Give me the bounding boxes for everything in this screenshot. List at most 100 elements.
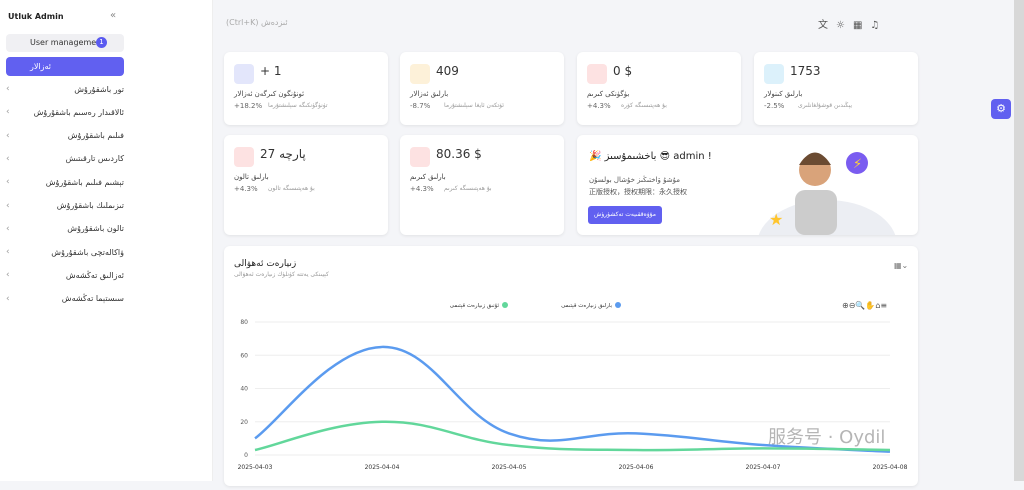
menu-label: تېشىم فىلىم باشقۇرۇش <box>45 177 124 187</box>
welcome-line: مۇشۇ ۋاختىڭىز خۇشال بولسۇن <box>589 176 680 184</box>
toolbar-icons[interactable]: 文☼▦♫ <box>818 20 888 31</box>
card-note: بۇ ھەپتىسىگە كۆرە <box>621 102 667 109</box>
card-label: بۈگۈنكى كىرىم <box>587 90 630 98</box>
chevron: › <box>6 270 10 281</box>
app-title: Utluk Admin <box>8 12 64 21</box>
chevron: › <box>6 177 10 188</box>
license: 正版授权，授权期限：永久授权 <box>589 188 687 196</box>
menu-label: ئالاقىدار رەسىم باشقۇرۇش <box>33 107 124 117</box>
chevron: › <box>6 293 10 304</box>
menu-item[interactable]: كاردىس تارقىتىش › <box>6 149 124 169</box>
chevron: › <box>6 84 10 94</box>
chart: زىيارەت ئەھۋالى كېيىنكى يەتتە كۈنلۈك زىيا… <box>234 259 908 471</box>
collapse-button[interactable]: « <box>110 10 117 21</box>
date-picker: ▦⌄ <box>894 261 908 270</box>
group-label: User management <box>30 38 105 47</box>
menu-label: فىلىم باشقۇرۇش <box>67 131 124 141</box>
chevron: › <box>6 130 10 141</box>
chart-card: زىيارەت ئەھۋالى كېيىنكى يەتتە كۈنلۈك زىيا… <box>224 246 918 486</box>
chart-toolbar: ⊕⊖🔍✋⌂≡ <box>842 300 887 310</box>
watermark: 服务号 · Oydil <box>768 427 886 448</box>
card-value: 409 <box>436 64 459 78</box>
chevron: › <box>6 247 10 258</box>
menu-item[interactable]: سىستېما تەڭشەش › <box>6 289 124 309</box>
avatar-illustration: ⚡ ★ <box>758 152 896 235</box>
chevron: › <box>6 200 10 211</box>
card-label: ئونۇنگون كىرگەن ئەزالار <box>234 90 305 98</box>
menu-label: تالون باشقۇرۇش <box>67 224 124 234</box>
menu-label: كاردىس تارقىتىش <box>65 154 124 164</box>
menu-item[interactable]: ئەزالىق تەڭشەش › <box>6 265 124 285</box>
group-header[interactable]: User management 1 <box>6 34 124 52</box>
card-change: -8.7% <box>410 102 431 110</box>
card-change: -2.5% <box>764 102 785 110</box>
card-icon <box>234 147 254 167</box>
legend-label: بارلىق زىيارەت قېتىمى <box>561 303 612 309</box>
stat-card: 80.36 $ بارلىق كىرىم +4.3% بۇ ھەپتىسىگە كىر… <box>400 135 564 235</box>
card-value: 27 پارچە <box>260 147 306 161</box>
legend-label: ئۇنىق زىيارەت قېتىمى <box>450 303 500 309</box>
series-line <box>254 345 891 453</box>
welcome-button[interactable]: مۇۋەققىيەت تەكشۈرۈش <box>588 206 662 224</box>
stat-card: 0 $ بۈگۈنكى كىرىم +4.3% بۇ ھەپتىسىگە كۆرە <box>577 52 741 125</box>
sidebar: Utluk Admin « User management 1 ئەزالار … <box>0 0 213 481</box>
stat-card: 27 پارچە بارلىق تالون +4.3% بۇ ھەپتىسىگە تا… <box>224 135 388 235</box>
card-icon <box>410 147 430 167</box>
y-tick-label: 20 <box>240 419 248 426</box>
menu-item[interactable]: تېشىم فىلىم باشقۇرۇش › <box>6 172 124 192</box>
x-tick-label: 2025-04-06 <box>619 464 654 471</box>
badge: 1 <box>96 37 107 48</box>
card-icon <box>764 64 784 84</box>
x-tick-label: 2025-04-05 <box>492 464 527 471</box>
menu-label: ۋاكالەتچى باشقۇرۇش <box>51 247 124 257</box>
chevron: › <box>6 223 10 234</box>
card-note: ئۆتكەن ئايغا سېلىشتۇرما <box>444 102 504 109</box>
menu-item[interactable]: تور باشقۇرۇش › <box>6 79 124 99</box>
card-icon <box>587 64 607 84</box>
card-note: بۇ ھەپتىسىگە كىرىم <box>444 185 492 192</box>
chart-title: زىيارەت ئەھۋالى <box>234 259 296 269</box>
chart-subtitle: كېيىنكى يەتتە كۈنلۈك زىيارەت ئەھۋالى <box>234 271 329 278</box>
settings-button[interactable]: ⚙ <box>991 99 1011 119</box>
card-icon <box>410 64 430 84</box>
card-change: +4.3% <box>587 102 611 110</box>
stat-card: 1753 بارلىق كىنولار -2.5% يېڭىدىن قوشۇلغانل… <box>754 52 918 125</box>
legend-swatch <box>615 302 621 308</box>
card-change: +18.2% <box>234 102 263 110</box>
card-note: بۇ ھەپتىسىگە تالون <box>268 185 315 192</box>
card-label: بارلىق كىرىم <box>410 173 446 181</box>
active-label: ئەزالار <box>30 62 52 71</box>
svg-text:⚡: ⚡ <box>853 157 862 172</box>
menu-item[interactable]: ئالاقىدار رەسىم باشقۇرۇش › <box>6 102 124 122</box>
card-value: 1753 <box>790 64 821 78</box>
card-label: بارلىق تالون <box>234 173 269 181</box>
card-note: يېڭىدىن قوشۇلغانلىرى <box>798 102 853 109</box>
x-tick-label: 2025-04-07 <box>746 464 781 471</box>
card-icon <box>234 64 254 84</box>
menu-item[interactable]: تىزىملىك باشقۇرۇش › <box>6 196 124 216</box>
menu-item[interactable]: فىلىم باشقۇرۇش › <box>6 126 124 146</box>
svg-text:★: ★ <box>769 210 783 229</box>
card-value: + 1 <box>260 64 282 78</box>
menu-item[interactable]: ۋاكالەتچى باشقۇرۇش › <box>6 242 124 262</box>
card-value: 80.36 $ <box>436 147 482 161</box>
stat-card: + 1 ئونۇنگون كىرگەن ئەزالار +18.2% تۈنۈگۈنك… <box>224 52 388 125</box>
menu-label: تور باشقۇرۇش <box>74 84 124 94</box>
legend-swatch <box>502 302 508 308</box>
card-label: بارلىق كىنولار <box>764 90 803 98</box>
chevron: › <box>6 107 10 118</box>
welcome-title: ! admin 😎 باخشىمۇسىز 🎉 <box>589 151 712 162</box>
search[interactable]: ئىزدەش (Ctrl+K) <box>226 18 288 27</box>
menu-item[interactable]: تالون باشقۇرۇش › <box>6 219 124 239</box>
card-change: +4.3% <box>410 185 434 193</box>
card-note: تۈنۈگۈنكىگە سېلىشتۇرما <box>268 102 328 109</box>
welcome-card: ! admin 😎 باخشىمۇسىز 🎉 مۇشۇ ۋاختىڭىز خۇش… <box>577 135 918 235</box>
card-label: بارلىق ئەزالار <box>410 90 449 98</box>
stat-card: 409 بارلىق ئەزالار -8.7% ئۆتكەن ئايغا سېلىش… <box>400 52 564 125</box>
menu-label: ئەزالىق تەڭشەش <box>65 270 124 280</box>
x-tick-label: 2025-04-03 <box>238 464 273 471</box>
card-value: 0 $ <box>613 64 633 78</box>
scrollbar <box>1014 0 1024 481</box>
active-item[interactable]: ئەزالار <box>6 57 124 76</box>
